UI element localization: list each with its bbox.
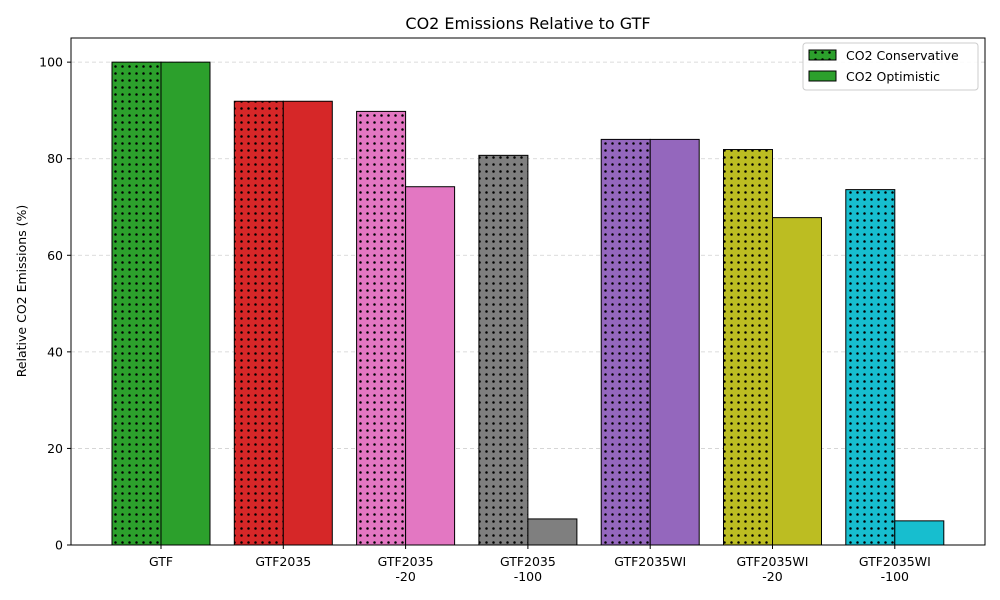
bar-optimistic bbox=[160, 61, 211, 546]
bar-optimistic bbox=[894, 520, 945, 546]
bar-dot-pattern bbox=[356, 111, 406, 545]
x-tick-label-line: GTF2035 bbox=[378, 554, 434, 569]
y-tick-label: 80 bbox=[47, 151, 63, 166]
x-tick-label: GTF bbox=[149, 554, 173, 569]
x-tick-label-line: GTF2035 bbox=[255, 554, 311, 569]
chart-title: CO2 Emissions Relative to GTF bbox=[405, 14, 650, 33]
bar-optimistic bbox=[772, 217, 822, 546]
x-tick-label-line: -100 bbox=[881, 569, 909, 584]
y-tick-label: 60 bbox=[47, 248, 63, 263]
y-tick-label: 0 bbox=[55, 538, 63, 553]
x-tick-label-line: GTF bbox=[149, 554, 173, 569]
bar-optimistic bbox=[527, 518, 578, 546]
legend-swatch-conservative-pattern bbox=[809, 50, 836, 60]
x-tick-label: GTF2035 -100 bbox=[500, 554, 556, 584]
bar-dot-pattern bbox=[112, 62, 161, 546]
y-tick-label: 40 bbox=[47, 344, 63, 359]
x-tick-label: GTF2035WI bbox=[614, 554, 686, 569]
x-tick-label-line: GTF2035WI bbox=[737, 554, 809, 569]
x-tick-label: GTF2035WI -20 bbox=[737, 554, 809, 584]
x-tick-label: GTF2035 -20 bbox=[378, 554, 434, 584]
x-tick-label-line: -20 bbox=[762, 569, 782, 584]
bar-dot-pattern bbox=[723, 149, 773, 546]
x-tick-label-line: GTF2035 bbox=[500, 554, 556, 569]
bar-optimistic bbox=[282, 100, 333, 546]
legend-label-optimistic: CO2 Optimistic bbox=[846, 69, 940, 84]
legend-frame bbox=[802, 42, 979, 91]
x-tick-label-line: GTF2035WI bbox=[859, 554, 931, 569]
x-tick-label: GTF2035WI -100 bbox=[859, 554, 931, 584]
x-tick-label-line: GTF2035WI bbox=[614, 554, 686, 569]
bar-dot-pattern bbox=[234, 101, 284, 546]
x-tick-label: GTF2035 bbox=[255, 554, 311, 569]
y-axis-label: Relative CO2 Emissions (%) bbox=[14, 205, 29, 378]
bar-dot-pattern bbox=[478, 155, 528, 545]
y-axis-ticks: 0 20 40 60 80 100 bbox=[39, 55, 71, 553]
legend-swatch-optimistic bbox=[808, 70, 837, 82]
x-tick-label-line: -100 bbox=[514, 569, 542, 584]
bar-dot-pattern bbox=[601, 139, 651, 545]
y-tick-label: 100 bbox=[39, 55, 63, 70]
bar-optimistic bbox=[649, 138, 700, 546]
bars bbox=[111, 61, 945, 546]
x-tick-label-line: -20 bbox=[395, 569, 415, 584]
y-tick-label: 20 bbox=[47, 441, 63, 456]
bar-dot-pattern bbox=[845, 189, 895, 546]
legend-label-conservative: CO2 Conservative bbox=[846, 48, 959, 63]
legend: CO2 Conservative CO2 Optimistic bbox=[802, 42, 979, 91]
bar-optimistic bbox=[405, 186, 456, 546]
